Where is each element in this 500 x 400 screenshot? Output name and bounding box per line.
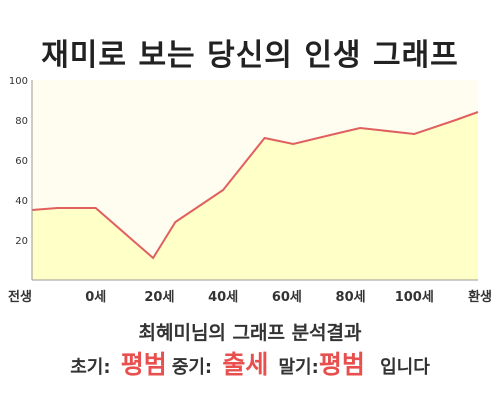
life-line bbox=[31, 111, 479, 260]
y-tick-label: 60 bbox=[15, 156, 28, 167]
y-tick-labels: 20 40 60 80 100 bbox=[9, 76, 28, 247]
analysis-result: 초기: 평범 중기: 출세 말기:평범 입니다 bbox=[0, 345, 500, 381]
mid-value: 출세 bbox=[222, 350, 269, 379]
y-tick-label: 20 bbox=[15, 236, 28, 247]
y-tick-label: 40 bbox=[15, 196, 28, 207]
early-label: 초기: bbox=[70, 357, 111, 378]
x-tick-label: 0세 bbox=[85, 290, 106, 305]
y-tick-label: 100 bbox=[9, 76, 28, 87]
x-tick-labels: 전생 0세 20세 40세 60세 80세 100세 환생 bbox=[8, 289, 492, 305]
result-suffix: 입니다 bbox=[380, 357, 430, 378]
late-label: 말기: bbox=[278, 357, 319, 378]
x-tick-label: 전생 bbox=[8, 289, 32, 305]
x-tick-label: 60세 bbox=[272, 290, 302, 305]
y-tick-label: 80 bbox=[15, 116, 28, 127]
x-tick-label: 100세 bbox=[395, 290, 434, 305]
early-value: 평범 bbox=[120, 350, 167, 379]
x-tick-label: 20세 bbox=[144, 290, 174, 305]
x-tick-label: 40세 bbox=[208, 290, 238, 305]
analysis-subtitle: 최혜미님의 그래프 분석결과 bbox=[138, 322, 362, 344]
x-tick-label: 80세 bbox=[336, 290, 366, 305]
mid-label: 중기: bbox=[171, 357, 213, 378]
late-value: 평범 bbox=[318, 350, 365, 379]
page-title: 재미로 보는 당신의 인생 그래프 bbox=[41, 38, 459, 73]
life-area-fill bbox=[32, 112, 478, 280]
x-tick-label: 환생 bbox=[468, 289, 492, 305]
